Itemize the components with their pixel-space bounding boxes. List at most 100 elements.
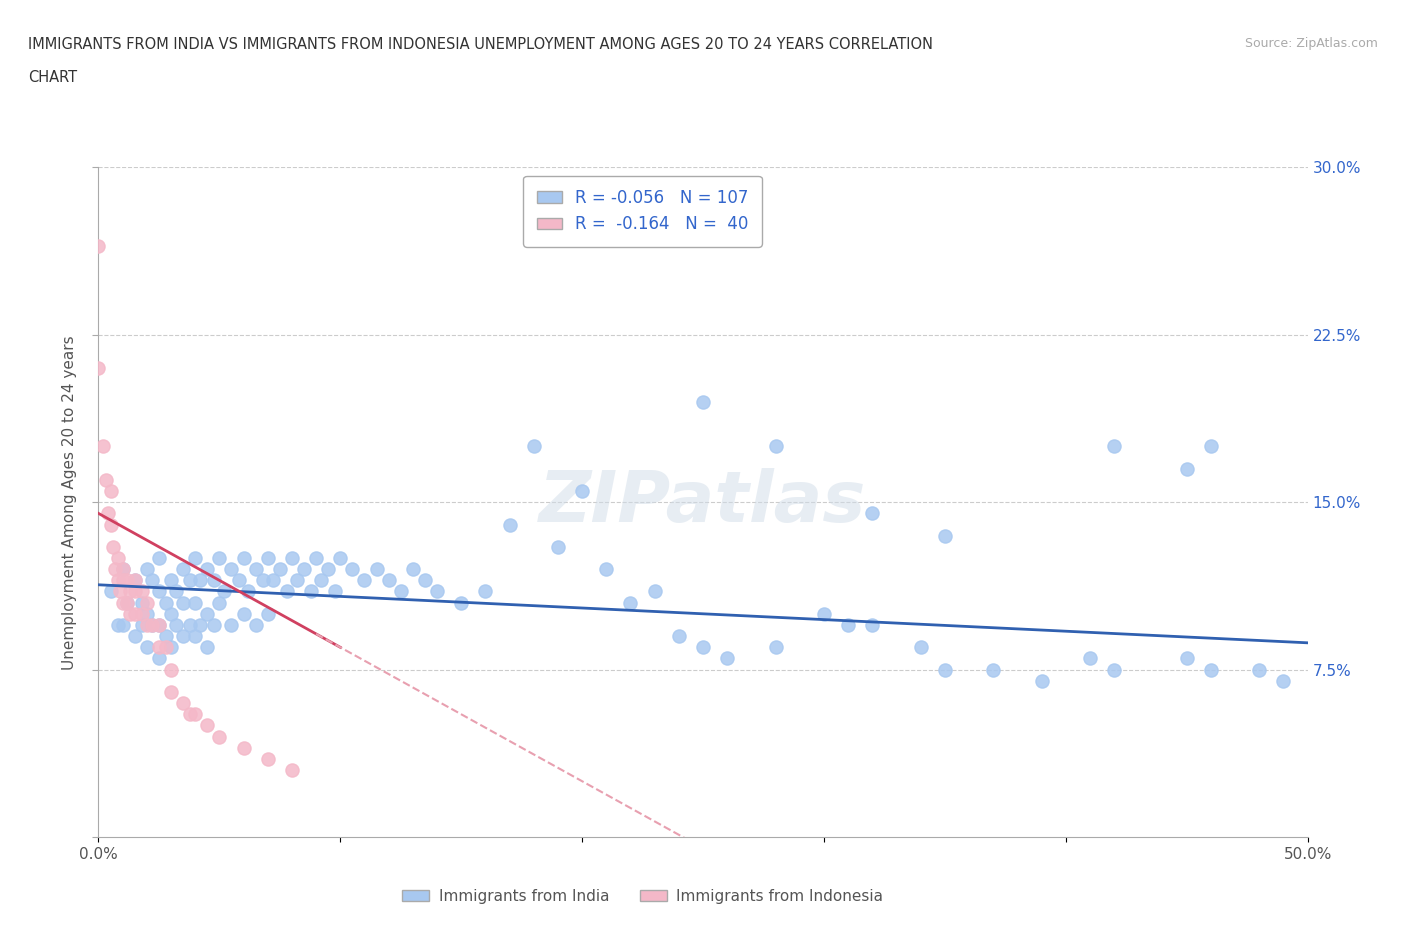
Point	[179, 707, 201, 722]
Point	[124, 573, 146, 588]
Point	[305, 551, 328, 565]
Point	[232, 740, 254, 755]
Point	[160, 640, 183, 655]
Point	[474, 584, 496, 599]
Point	[100, 584, 122, 599]
Point	[221, 562, 243, 577]
Point	[165, 584, 187, 599]
Point	[195, 606, 218, 621]
Point	[1249, 662, 1271, 677]
Point	[595, 562, 617, 577]
Point	[813, 606, 835, 621]
Point	[111, 595, 134, 610]
Point	[111, 618, 134, 632]
Point	[135, 640, 157, 655]
Point	[281, 763, 304, 777]
Legend: Immigrants from India, Immigrants from Indonesia: Immigrants from India, Immigrants from I…	[395, 883, 890, 910]
Point	[208, 551, 231, 565]
Point	[256, 751, 278, 766]
Point	[118, 584, 141, 599]
Point	[97, 506, 120, 521]
Point	[184, 707, 207, 722]
Point	[402, 562, 425, 577]
Point	[204, 618, 226, 632]
Point	[87, 361, 110, 376]
Point	[195, 718, 218, 733]
Point	[837, 618, 859, 632]
Point	[131, 584, 153, 599]
Point	[148, 584, 170, 599]
Point	[934, 528, 956, 543]
Text: Source: ZipAtlas.com: Source: ZipAtlas.com	[1244, 37, 1378, 50]
Point	[160, 662, 183, 677]
Point	[1272, 673, 1295, 688]
Point	[342, 562, 364, 577]
Point	[184, 629, 207, 644]
Point	[934, 662, 956, 677]
Point	[1102, 439, 1125, 454]
Text: IMMIGRANTS FROM INDIA VS IMMIGRANTS FROM INDONESIA UNEMPLOYMENT AMONG AGES 20 TO: IMMIGRANTS FROM INDIA VS IMMIGRANTS FROM…	[28, 37, 934, 52]
Point	[108, 584, 131, 599]
Point	[262, 573, 284, 588]
Point	[107, 573, 129, 588]
Point	[184, 551, 207, 565]
Point	[228, 573, 250, 588]
Point	[141, 573, 163, 588]
Point	[141, 618, 163, 632]
Point	[188, 618, 211, 632]
Point	[160, 684, 183, 699]
Point	[100, 484, 122, 498]
Point	[208, 595, 231, 610]
Point	[523, 439, 546, 454]
Point	[413, 573, 436, 588]
Point	[276, 584, 298, 599]
Point	[100, 517, 122, 532]
Point	[1199, 662, 1222, 677]
Point	[141, 618, 163, 632]
Point	[111, 562, 134, 577]
Point	[172, 696, 194, 711]
Point	[94, 472, 117, 487]
Text: CHART: CHART	[28, 70, 77, 85]
Point	[309, 573, 332, 588]
Point	[245, 618, 267, 632]
Point	[316, 562, 339, 577]
Point	[91, 439, 114, 454]
Point	[111, 562, 134, 577]
Point	[111, 573, 134, 588]
Point	[184, 595, 207, 610]
Point	[148, 640, 170, 655]
Point	[195, 640, 218, 655]
Point	[1175, 461, 1198, 476]
Point	[692, 640, 714, 655]
Point	[204, 573, 226, 588]
Point	[232, 551, 254, 565]
Point	[124, 606, 146, 621]
Point	[117, 573, 139, 588]
Point	[981, 662, 1004, 677]
Point	[172, 629, 194, 644]
Point	[1175, 651, 1198, 666]
Point	[101, 539, 124, 554]
Point	[212, 584, 235, 599]
Point	[1102, 662, 1125, 677]
Point	[148, 618, 170, 632]
Point	[389, 584, 412, 599]
Point	[107, 618, 129, 632]
Point	[245, 562, 267, 577]
Point	[135, 562, 157, 577]
Point	[172, 595, 194, 610]
Point	[256, 551, 278, 565]
Point	[87, 238, 110, 253]
Point	[377, 573, 399, 588]
Point	[131, 595, 153, 610]
Point	[117, 595, 139, 610]
Point	[124, 573, 146, 588]
Point	[179, 573, 201, 588]
Point	[155, 640, 177, 655]
Point	[131, 606, 153, 621]
Point	[292, 562, 315, 577]
Point	[155, 629, 177, 644]
Point	[668, 629, 690, 644]
Point	[644, 584, 666, 599]
